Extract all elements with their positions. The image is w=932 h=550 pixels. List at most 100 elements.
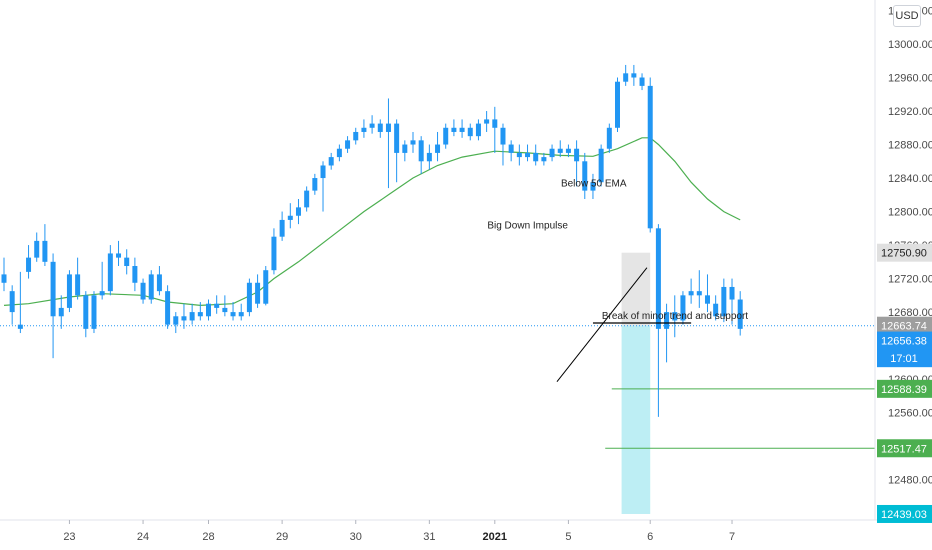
candle-body bbox=[664, 312, 670, 329]
candle-body bbox=[75, 274, 81, 296]
annotations: Big Down Impulse Below 50 EMA Break of min… bbox=[487, 178, 748, 321]
price-tick-label: 12840.00 bbox=[888, 173, 932, 185]
stop-box bbox=[621, 252, 651, 326]
price-tick-label: 12720.00 bbox=[888, 274, 932, 286]
candle-body bbox=[287, 215, 293, 220]
time-axis[interactable]: 23 24 28 29 30 31 2021 5 6 7 bbox=[63, 520, 735, 543]
candle-body bbox=[369, 123, 375, 128]
candle-body bbox=[508, 144, 514, 153]
target-box bbox=[621, 325, 651, 514]
candle-body bbox=[34, 240, 40, 258]
drawings bbox=[556, 267, 692, 382]
candle-body bbox=[394, 123, 400, 153]
candle-body bbox=[50, 261, 56, 317]
candle-body bbox=[704, 295, 710, 304]
candle-body bbox=[361, 127, 367, 132]
candle-body bbox=[574, 148, 580, 162]
price-tag: 12439.03 bbox=[877, 504, 932, 523]
candle-body bbox=[623, 73, 629, 82]
candle-body bbox=[410, 140, 416, 145]
minor-trendline bbox=[556, 267, 648, 382]
candle-body bbox=[336, 148, 342, 158]
currency-button[interactable]: USD bbox=[893, 5, 921, 27]
price-tag-label: 12517.47 bbox=[881, 443, 927, 455]
candle-body bbox=[279, 219, 285, 237]
time-tick-label: 7 bbox=[729, 531, 735, 543]
price-tag-label: 12656.38 bbox=[881, 336, 927, 348]
position-boxes bbox=[621, 252, 651, 514]
price-tag-label: 12439.03 bbox=[881, 509, 927, 521]
candle-body bbox=[9, 291, 15, 313]
candle-body bbox=[246, 282, 252, 313]
time-tick-label: 30 bbox=[350, 531, 362, 543]
price-tick-label: 12920.00 bbox=[888, 106, 932, 118]
price-tick-label: 12880.00 bbox=[888, 140, 932, 152]
candle-body bbox=[312, 178, 318, 191]
candle-body bbox=[181, 316, 187, 321]
candle-body bbox=[402, 144, 408, 153]
candle-body bbox=[132, 266, 138, 283]
price-tag-bg bbox=[877, 504, 932, 523]
candle-body bbox=[345, 140, 351, 149]
price-tag-label: 12588.39 bbox=[881, 384, 927, 396]
candle-body bbox=[639, 77, 645, 86]
candle-body bbox=[83, 295, 89, 329]
candle-body bbox=[647, 85, 653, 229]
price-tag-bg bbox=[877, 379, 932, 398]
price-tick-label: 12800.00 bbox=[888, 207, 932, 219]
candle-body bbox=[680, 295, 686, 321]
candle-body bbox=[475, 123, 481, 137]
candle-body bbox=[222, 307, 228, 313]
annotation-text: Below 50 EMA bbox=[561, 178, 627, 189]
candle-body bbox=[156, 274, 162, 292]
candle-body bbox=[484, 119, 490, 124]
price-tag: 17:01 bbox=[877, 349, 932, 368]
price-tag-label: 17:01 bbox=[890, 353, 918, 365]
candle-body bbox=[214, 303, 220, 308]
candle-body bbox=[230, 312, 236, 317]
price-tick-label: 13000.00 bbox=[888, 39, 932, 51]
candle-body bbox=[435, 144, 441, 153]
candle-body bbox=[148, 274, 154, 300]
candle-body bbox=[17, 324, 23, 329]
candle-body bbox=[549, 148, 555, 158]
candle-body bbox=[116, 253, 122, 258]
candle-body bbox=[124, 257, 130, 267]
price-tag-bg bbox=[877, 316, 932, 335]
candle-body bbox=[467, 127, 473, 137]
candle-body bbox=[590, 182, 596, 191]
level-lines bbox=[0, 325, 875, 449]
candle-body bbox=[26, 257, 32, 272]
ema-50-path bbox=[3, 137, 741, 307]
candle-body bbox=[353, 131, 359, 141]
candle-body bbox=[99, 291, 105, 296]
candle-body bbox=[238, 312, 244, 317]
price-tag: 12656.38 bbox=[877, 331, 932, 350]
ema-50-line bbox=[3, 137, 741, 307]
candle-body bbox=[426, 152, 432, 162]
candle-body bbox=[197, 312, 203, 317]
candle-body bbox=[271, 236, 277, 271]
candle-body bbox=[189, 312, 195, 321]
candle-body bbox=[492, 119, 498, 128]
candle-body bbox=[140, 282, 146, 300]
price-tag: 12588.39 bbox=[877, 379, 932, 398]
price-tag-label: 12663.74 bbox=[881, 321, 927, 333]
candle-body bbox=[304, 190, 310, 208]
candles bbox=[1, 64, 743, 417]
candle-body bbox=[206, 303, 211, 317]
time-tick-label: 24 bbox=[137, 531, 149, 543]
annotation-text: Break of minor trend and support bbox=[602, 311, 748, 322]
candle-body bbox=[385, 123, 391, 132]
candle-body bbox=[107, 253, 113, 292]
candle-body bbox=[557, 148, 563, 153]
price-tag: 12517.47 bbox=[877, 439, 932, 458]
candle-body bbox=[533, 152, 539, 162]
candle-body bbox=[451, 127, 457, 132]
candle-body bbox=[525, 152, 531, 158]
candle-body bbox=[255, 282, 261, 304]
annotation-text: Big Down Impulse bbox=[487, 220, 568, 231]
candle-body bbox=[737, 299, 743, 329]
